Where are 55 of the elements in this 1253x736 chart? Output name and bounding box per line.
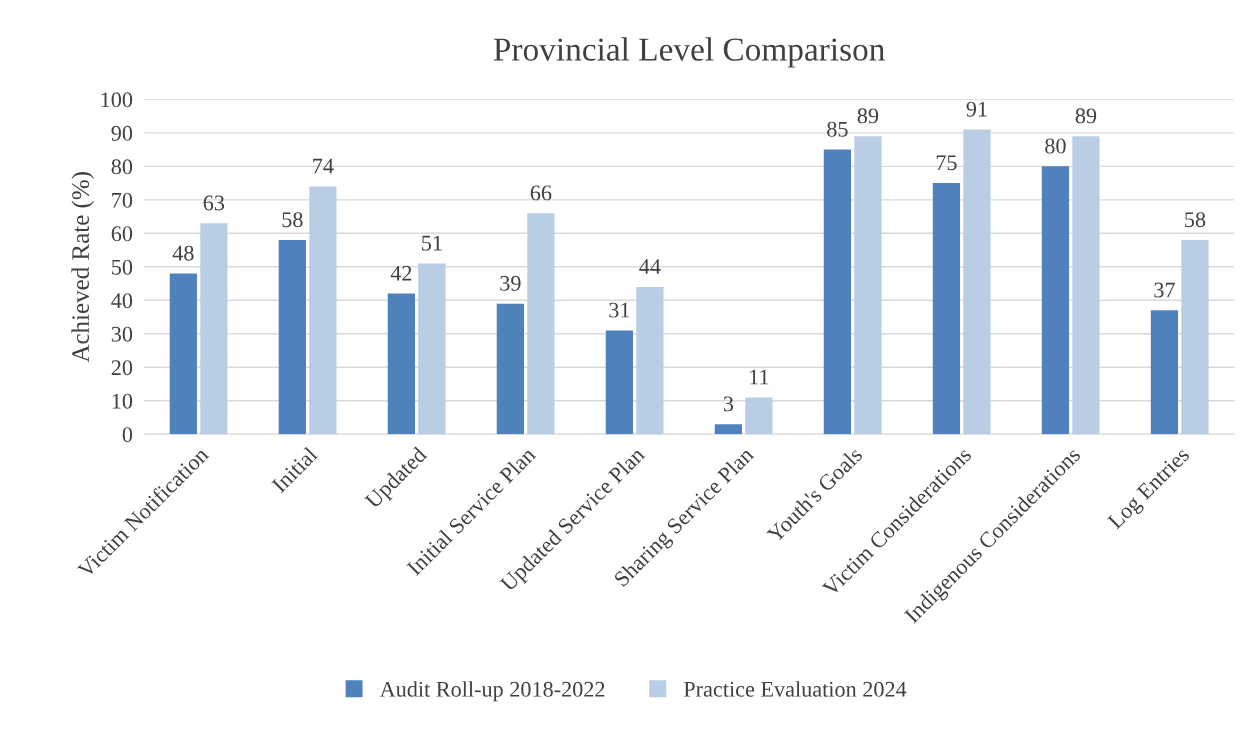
bar: [823, 149, 852, 435]
data-label: 11: [750, 369, 769, 385]
y-tick-label: 30: [111, 326, 133, 342]
bar: [1150, 310, 1179, 435]
bar: [636, 286, 664, 435]
data-label: 44: [639, 259, 661, 274]
y-tick-label: 60: [111, 226, 133, 242]
y-tick-label: 10: [112, 393, 133, 409]
bar: [932, 183, 961, 435]
data-label: 58: [1185, 212, 1206, 228]
legend-label: Practice Evaluation 2024: [683, 681, 907, 697]
data-label: 39: [500, 275, 521, 291]
y-tick-label: 40: [111, 293, 133, 309]
data-label: 58: [282, 212, 303, 228]
bar: [527, 213, 555, 435]
data-label: 85: [827, 121, 848, 137]
bar: [1181, 240, 1209, 435]
bar: [387, 293, 415, 435]
data-label: 37: [1154, 282, 1175, 298]
bar: [1041, 166, 1070, 435]
y-tick-label: 20: [111, 360, 133, 376]
data-label: 3: [723, 396, 734, 412]
data-label: 74: [313, 158, 334, 174]
data-label: 63: [203, 195, 225, 211]
y-axis-title: Achieved Rate (%): [71, 172, 95, 363]
bar: [496, 303, 524, 435]
data-label: 91: [966, 101, 987, 117]
bar: [605, 330, 634, 435]
bar: [1072, 136, 1100, 435]
data-label: 31: [609, 302, 630, 318]
bar: [200, 223, 228, 435]
y-tick-label: 80: [111, 159, 133, 175]
data-label: 89: [857, 108, 879, 124]
bar: [854, 136, 882, 435]
data-label: 80: [1045, 138, 1066, 154]
data-label: 89: [1075, 108, 1097, 124]
bar: [418, 263, 446, 435]
bar: [309, 186, 337, 435]
chart-title: Provincial Level Comparison: [493, 37, 885, 68]
bar: [169, 273, 197, 435]
data-label: 51: [422, 235, 442, 251]
bar: [745, 397, 773, 435]
y-tick-label: 0: [122, 427, 133, 443]
legend-label: Audit Roll-up 2018-2022: [379, 681, 605, 702]
data-label: 66: [530, 185, 552, 201]
data-label: 75: [936, 155, 957, 171]
bar: [963, 129, 991, 435]
y-tick-label: 50: [112, 259, 133, 275]
bar: [278, 240, 306, 435]
data-label: 48: [172, 245, 194, 261]
y-tick-label: 70: [112, 192, 133, 208]
y-tick-label: 90: [111, 125, 133, 141]
y-tick-label: 100: [101, 92, 133, 108]
data-label: 42: [390, 265, 412, 281]
bar: [714, 424, 743, 435]
